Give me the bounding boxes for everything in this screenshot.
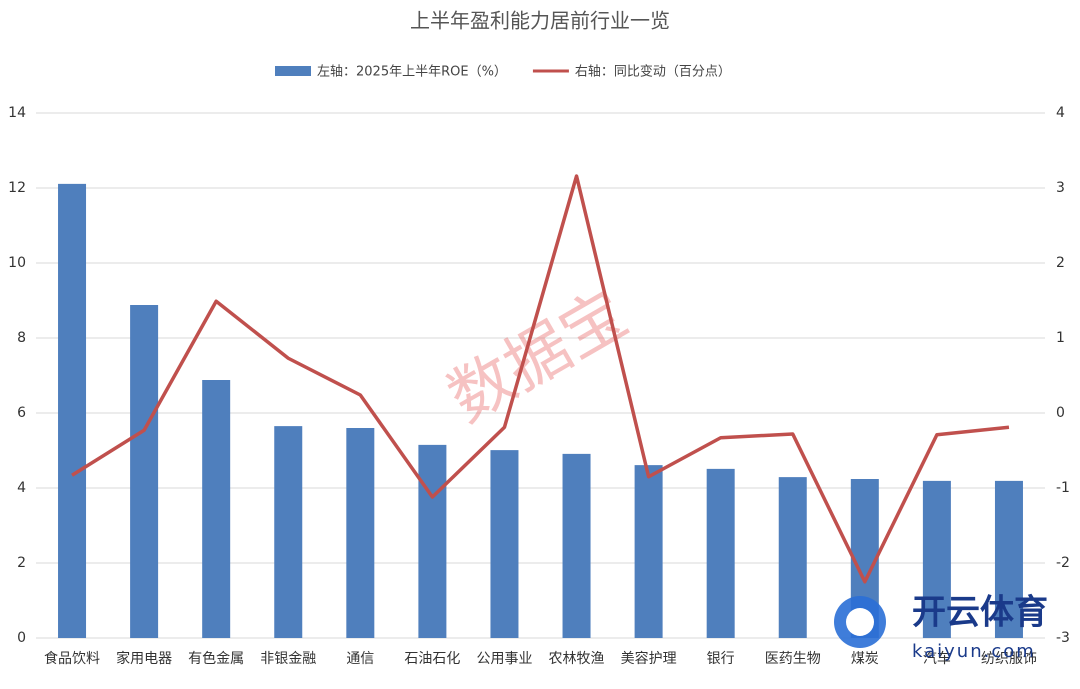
bar bbox=[562, 453, 591, 638]
legend-label: 左轴：2025年上半年ROE（%） bbox=[317, 65, 507, 80]
bar bbox=[58, 183, 87, 638]
bar bbox=[418, 444, 447, 638]
x-tick-label: 汽车 bbox=[923, 650, 951, 667]
y-tick-label: 4 bbox=[17, 480, 26, 496]
y2-tick-label: 3 bbox=[1056, 180, 1065, 196]
bar bbox=[706, 468, 735, 638]
y-tick-label: 10 bbox=[8, 255, 26, 271]
y2-tick-label: -2 bbox=[1056, 555, 1070, 571]
chart-title: 上半年盈利能力居前行业一览 bbox=[410, 9, 670, 33]
x-tick-label: 公用事业 bbox=[476, 651, 532, 667]
x-tick-label: 有色金属 bbox=[188, 650, 244, 667]
x-tick-label: 美容护理 bbox=[621, 650, 677, 667]
bar bbox=[994, 480, 1023, 638]
bar bbox=[634, 465, 663, 638]
x-tick-label: 非银金融 bbox=[260, 651, 316, 667]
x-tick-label: 医药生物 bbox=[765, 651, 821, 667]
bar bbox=[346, 428, 375, 638]
y2-tick-label: 0 bbox=[1056, 405, 1065, 421]
y-tick-label: 0 bbox=[17, 630, 26, 646]
y2-tick-label: -1 bbox=[1056, 480, 1070, 496]
y-tick-label: 8 bbox=[17, 330, 26, 346]
y2-tick-label: 2 bbox=[1056, 255, 1065, 271]
x-tick-label: 家用电器 bbox=[116, 650, 172, 667]
x-tick-label: 农林牧渔 bbox=[549, 651, 605, 667]
logo-icon bbox=[846, 608, 874, 636]
bar bbox=[490, 450, 519, 638]
x-tick-label: 石油石化 bbox=[404, 651, 460, 667]
bar bbox=[778, 477, 807, 638]
y-tick-label: 14 bbox=[8, 105, 26, 121]
bar bbox=[922, 480, 951, 638]
x-tick-label: 通信 bbox=[346, 651, 374, 667]
logo-sub: kaiyun.com bbox=[912, 641, 1036, 662]
x-tick-label: 银行 bbox=[707, 651, 735, 667]
x-tick-label: 纺织服饰 bbox=[981, 651, 1037, 667]
y2-tick-label: 1 bbox=[1056, 330, 1065, 346]
legend-swatch bbox=[275, 66, 311, 76]
y2-tick-label: -3 bbox=[1056, 630, 1070, 646]
line bbox=[71, 174, 1010, 584]
bar bbox=[202, 380, 231, 638]
y2-tick-label: 4 bbox=[1056, 105, 1065, 121]
y-tick-label: 2 bbox=[17, 555, 26, 571]
x-tick-label: 煤炭 bbox=[851, 651, 879, 667]
logo-text: 开云体育 bbox=[912, 593, 1048, 633]
bar bbox=[274, 426, 303, 638]
legend-label: 右轴：同比变动（百分点） bbox=[575, 64, 731, 80]
bar bbox=[130, 305, 159, 638]
y-tick-label: 12 bbox=[8, 180, 26, 196]
y-tick-label: 6 bbox=[17, 405, 26, 421]
x-tick-label: 食品饮料 bbox=[44, 650, 100, 667]
